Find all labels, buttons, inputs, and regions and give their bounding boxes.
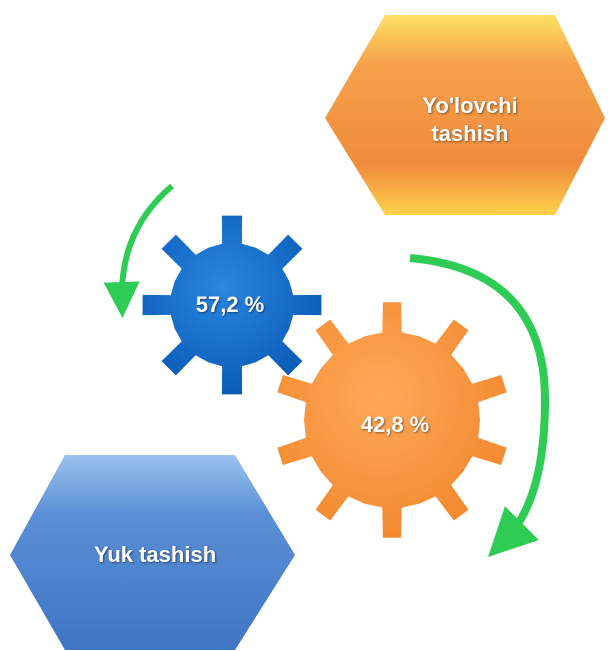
gear-blue <box>142 215 322 395</box>
arrow-left <box>103 183 174 318</box>
gear-label: 42,8 % <box>360 412 430 437</box>
gear-label: 57,2 % <box>195 292 265 317</box>
block-label: Yuk tashish <box>93 542 217 567</box>
arrow-right <box>409 254 550 557</box>
block-label: Yo'lovchi tashish <box>422 93 518 146</box>
hexagon-orange <box>325 15 605 215</box>
hexagon-blue <box>10 455 295 650</box>
gear-orange <box>277 302 507 538</box>
